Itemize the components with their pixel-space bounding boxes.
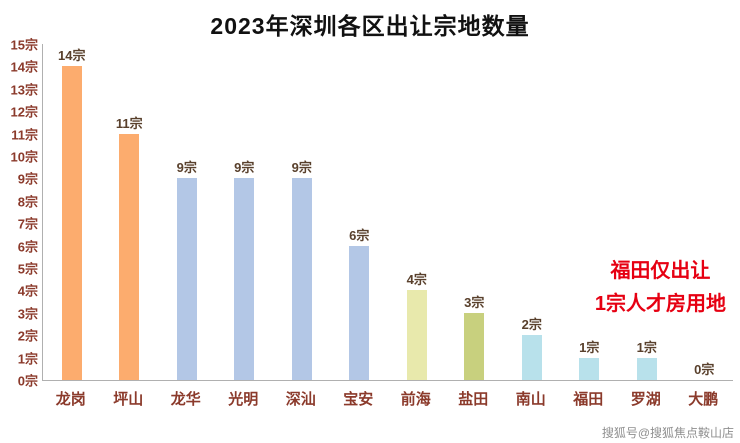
bar-value-label: 1宗 (636, 339, 657, 355)
x-axis-category-label: 盐田 (458, 391, 489, 408)
bar (521, 335, 542, 380)
bar (464, 312, 485, 380)
bar-column: 9宗 (273, 44, 331, 380)
x-axis-category-label: 坪山 (113, 391, 144, 408)
annotation-line-2: 1宗人才房用地 (594, 293, 726, 315)
bar-column: 1宗 (561, 44, 619, 380)
x-axis-category-label: 大鹏 (688, 391, 719, 408)
y-tick-label: 2宗 (17, 328, 38, 344)
y-tick-label: 1宗 (17, 351, 38, 367)
y-tick-label: 7宗 (17, 216, 38, 232)
y-tick-label: 11宗 (11, 127, 38, 143)
bar (119, 133, 140, 380)
bar-value-label: 9宗 (234, 160, 255, 176)
plot-area: 14宗 11宗 9宗 9宗 9宗 6宗 4宗 3宗 2宗 1宗 1宗 0宗 (42, 44, 733, 381)
watermark: 搜狐号@搜狐焦点鞍山店 (601, 426, 734, 440)
bar (579, 357, 600, 380)
bar-column: 4宗 (388, 44, 446, 380)
bar-column: 11宗 (101, 44, 159, 380)
y-tick-label: 3宗 (17, 306, 38, 322)
annotation-line-1: 福田仅出让 (610, 260, 711, 282)
y-tick-label: 0宗 (17, 373, 38, 389)
y-tick-label: 15宗 (10, 37, 38, 53)
x-axis-category-label: 光明 (228, 391, 259, 408)
x-axis-category-label: 宝安 (343, 391, 374, 408)
x-axis-category-label: 前海 (400, 391, 431, 408)
bar (636, 357, 657, 380)
bar-column: 3宗 (446, 44, 504, 380)
y-tick-label: 5宗 (17, 261, 38, 277)
bar-column: 6宗 (331, 44, 389, 380)
bar-column: 1宗 (618, 44, 676, 380)
x-axis-category-label: 深汕 (285, 391, 316, 408)
bar (61, 66, 82, 380)
bar-column: 9宗 (216, 44, 274, 380)
bar (234, 178, 255, 380)
bar-value-label: 1宗 (579, 339, 600, 355)
chart-title: 2023年深圳各区出让宗地数量 (210, 13, 530, 39)
y-axis: 15宗 14宗 13宗 12宗 11宗 10宗 9宗 8宗 7宗 6宗 5宗 4宗 3宗 2宗 1宗 0宗 (6, 38, 40, 389)
bar (291, 178, 312, 380)
bar-value-label: 11宗 (115, 115, 143, 131)
category-axis: 龙岗 坪山 龙华 光明 深汕 宝安 前海 盐田 南山 福田 罗湖 大鹏 (42, 382, 732, 409)
y-tick-label: 4宗 (17, 283, 38, 299)
bar-column: 14宗 (43, 44, 101, 380)
bar-value-label: 9宗 (291, 160, 312, 176)
bar-value-label: 3宗 (464, 294, 485, 310)
y-tick-label: 8宗 (17, 194, 38, 210)
bar-value-label: 9宗 (176, 160, 197, 176)
y-tick-label: 13宗 (10, 82, 38, 98)
bar (406, 290, 427, 380)
y-tick-label: 9宗 (17, 171, 38, 187)
annotation-note: 福田仅出让 1宗人才房用地 (595, 255, 726, 321)
y-tick-label: 10宗 (10, 149, 38, 165)
bar-value-label: 0宗 (694, 362, 715, 377)
bar-chart: 15宗 14宗 13宗 12宗 11宗 10宗 9宗 8宗 7宗 6宗 5宗 4宗 3宗 2宗 1宗 0宗 1… (6, 38, 734, 416)
bar-column: 9宗 (158, 44, 216, 380)
bar-column: 0宗 (676, 44, 734, 380)
x-axis-category-label: 龙岗 (55, 391, 86, 408)
bar-value-label: 4宗 (406, 272, 427, 288)
bar (349, 245, 370, 380)
y-tick-label: 14宗 (10, 59, 38, 75)
bar (176, 178, 197, 380)
x-axis-category-label: 罗湖 (630, 391, 661, 408)
x-axis-category-label: 福田 (573, 391, 604, 408)
x-axis-category-label: 南山 (515, 391, 546, 408)
bar-value-label: 14宗 (58, 48, 86, 64)
bar-value-label: 6宗 (349, 227, 370, 243)
bar-column: 2宗 (503, 44, 561, 380)
x-axis-category-label: 龙华 (170, 391, 201, 408)
bar-value-label: 2宗 (521, 317, 542, 333)
y-tick-label: 12宗 (10, 104, 38, 120)
y-tick-label: 6宗 (17, 239, 38, 255)
